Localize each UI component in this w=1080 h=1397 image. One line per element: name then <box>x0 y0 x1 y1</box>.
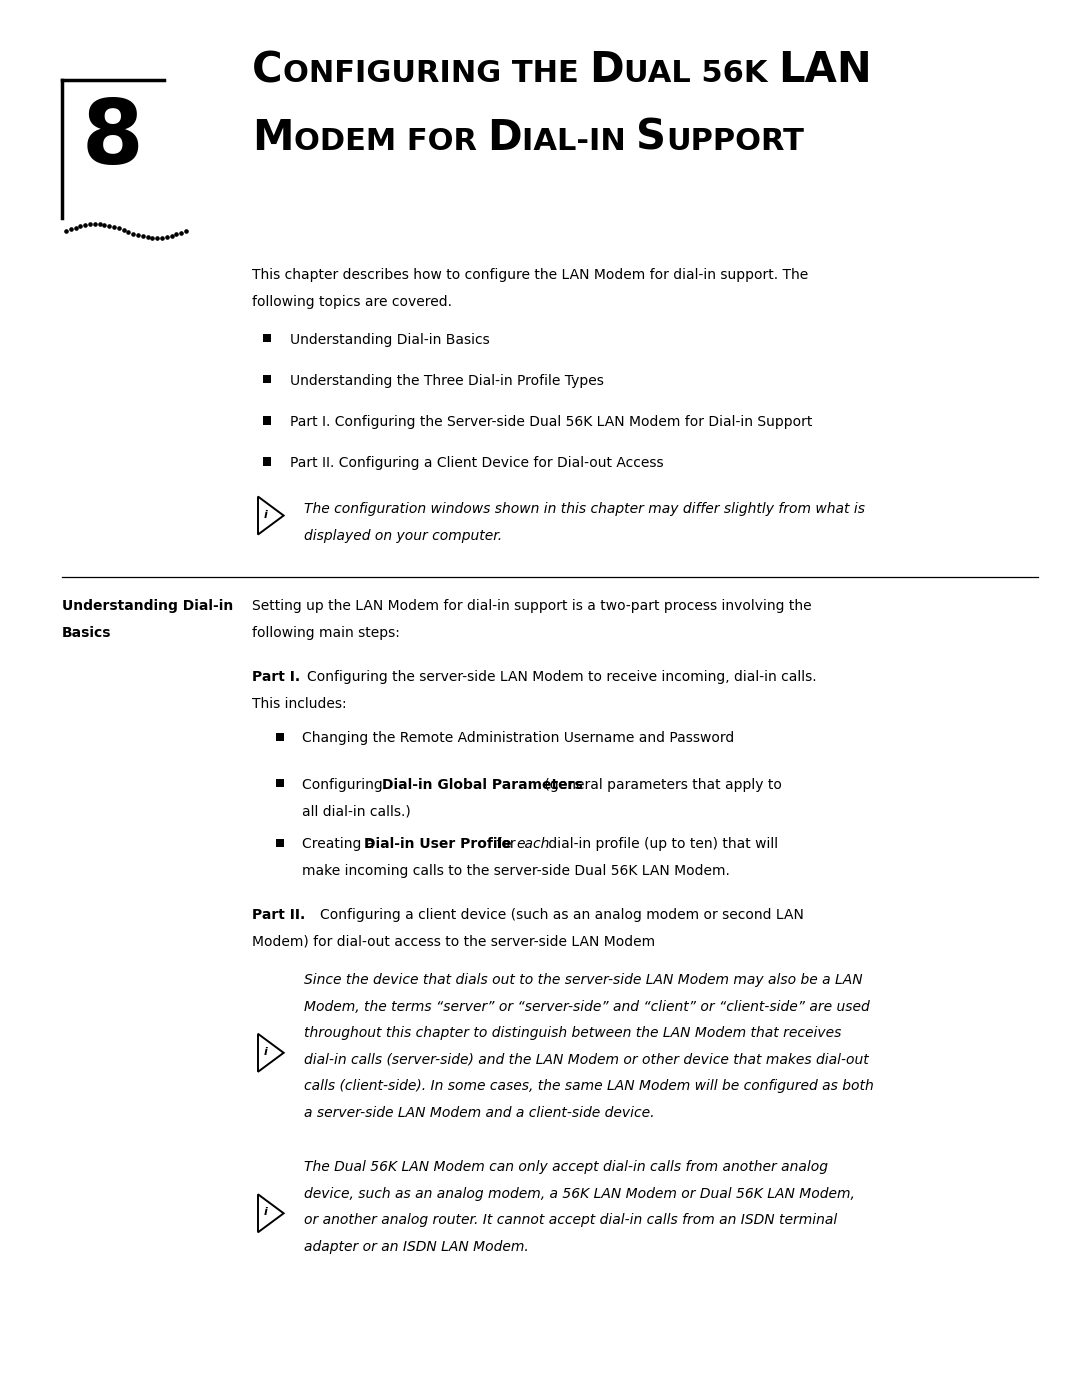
Text: Creating a: Creating a <box>302 837 379 851</box>
Polygon shape <box>258 1194 284 1232</box>
Text: Dial-in Global Parameters: Dial-in Global Parameters <box>382 778 583 792</box>
Text: displayed on your computer.: displayed on your computer. <box>303 529 502 543</box>
Text: S: S <box>636 117 666 159</box>
Text: dial-in profile (up to ten) that will: dial-in profile (up to ten) that will <box>544 837 778 851</box>
Bar <box>275 780 284 788</box>
Text: 8: 8 <box>82 95 144 183</box>
Text: Configuring: Configuring <box>302 778 387 792</box>
Polygon shape <box>258 1034 284 1071</box>
Text: Since the device that dials out to the server-side LAN Modem may also be a LAN: Since the device that dials out to the s… <box>303 974 863 988</box>
Bar <box>275 732 284 740</box>
Text: or another analog router. It cannot accept dial-in calls from an ISDN terminal: or another analog router. It cannot acce… <box>303 1214 837 1228</box>
Text: The configuration windows shown in this chapter may differ slightly from what is: The configuration windows shown in this … <box>303 503 865 517</box>
Text: (general parameters that apply to: (general parameters that apply to <box>540 778 782 792</box>
Text: Setting up the LAN Modem for dial-in support is a two-part process involving the: Setting up the LAN Modem for dial-in sup… <box>252 599 812 613</box>
Text: Understanding Dial-in Basics: Understanding Dial-in Basics <box>291 332 489 346</box>
Bar <box>262 334 271 342</box>
Text: D: D <box>589 49 623 91</box>
Text: Changing the Remote Administration Username and Password: Changing the Remote Administration Usern… <box>302 731 734 746</box>
Text: i: i <box>264 1046 268 1056</box>
Text: C: C <box>252 49 283 91</box>
Text: adapter or an ISDN LAN Modem.: adapter or an ISDN LAN Modem. <box>303 1239 529 1253</box>
Text: Modem, the terms “server” or “server-side” and “client” or “client-side” are use: Modem, the terms “server” or “server-sid… <box>303 1000 869 1014</box>
Text: ODEM FOR: ODEM FOR <box>294 127 487 156</box>
Text: device, such as an analog modem, a 56K LAN Modem or Dual 56K LAN Modem,: device, such as an analog modem, a 56K L… <box>303 1187 855 1201</box>
Text: Dial-in User Profile: Dial-in User Profile <box>364 837 512 851</box>
Text: UAL 56K: UAL 56K <box>623 59 778 88</box>
Text: Understanding Dial-in: Understanding Dial-in <box>62 599 233 613</box>
Text: Part II.: Part II. <box>252 908 306 922</box>
Text: Part I. Configuring the Server-side Dual 56K LAN Modem for Dial-in Support: Part I. Configuring the Server-side Dual… <box>291 415 812 429</box>
Text: D: D <box>487 117 522 159</box>
Text: for: for <box>492 837 519 851</box>
Bar <box>262 374 271 383</box>
Text: IAL-IN: IAL-IN <box>522 127 636 156</box>
Bar <box>275 838 284 847</box>
Text: a server-side LAN Modem and a client-side device.: a server-side LAN Modem and a client-sid… <box>303 1106 654 1120</box>
Text: Configuring the server-side LAN Modem to receive incoming, dial-in calls.: Configuring the server-side LAN Modem to… <box>307 671 816 685</box>
Text: Configuring a client device (such as an analog modem or second LAN: Configuring a client device (such as an … <box>320 908 804 922</box>
Bar <box>262 457 271 465</box>
Text: Part I.: Part I. <box>252 671 300 685</box>
Polygon shape <box>258 496 284 535</box>
Text: M: M <box>252 117 294 159</box>
Text: Part II. Configuring a Client Device for Dial-out Access: Part II. Configuring a Client Device for… <box>291 457 663 471</box>
Text: i: i <box>264 1207 268 1217</box>
Text: LAN: LAN <box>778 49 872 91</box>
Text: following main steps:: following main steps: <box>252 626 400 640</box>
Bar <box>262 416 271 425</box>
Text: This chapter describes how to configure the LAN Modem for dial-in support. The: This chapter describes how to configure … <box>252 268 808 282</box>
Text: Basics: Basics <box>62 626 111 640</box>
Text: i: i <box>264 510 268 520</box>
Text: all dial-in calls.): all dial-in calls.) <box>302 805 410 819</box>
Text: This includes:: This includes: <box>252 697 347 711</box>
Text: dial-in calls (server-side) and the LAN Modem or other device that makes dial-ou: dial-in calls (server-side) and the LAN … <box>303 1053 868 1067</box>
Text: ONFIGURING THE: ONFIGURING THE <box>283 59 589 88</box>
Text: Understanding the Three Dial-in Profile Types: Understanding the Three Dial-in Profile … <box>291 374 604 388</box>
Text: UPPORT: UPPORT <box>666 127 804 156</box>
Text: The Dual 56K LAN Modem can only accept dial-in calls from another analog: The Dual 56K LAN Modem can only accept d… <box>303 1161 828 1175</box>
Text: Modem) for dial-out access to the server-side LAN Modem: Modem) for dial-out access to the server… <box>252 935 656 949</box>
Text: throughout this chapter to distinguish between the LAN Modem that receives: throughout this chapter to distinguish b… <box>303 1027 841 1041</box>
Text: calls (client-side). In some cases, the same LAN Modem will be configured as bot: calls (client-side). In some cases, the … <box>303 1080 874 1094</box>
Text: make incoming calls to the server-side Dual 56K LAN Modem.: make incoming calls to the server-side D… <box>302 863 730 877</box>
Text: following topics are covered.: following topics are covered. <box>252 295 453 309</box>
Text: each: each <box>516 837 550 851</box>
